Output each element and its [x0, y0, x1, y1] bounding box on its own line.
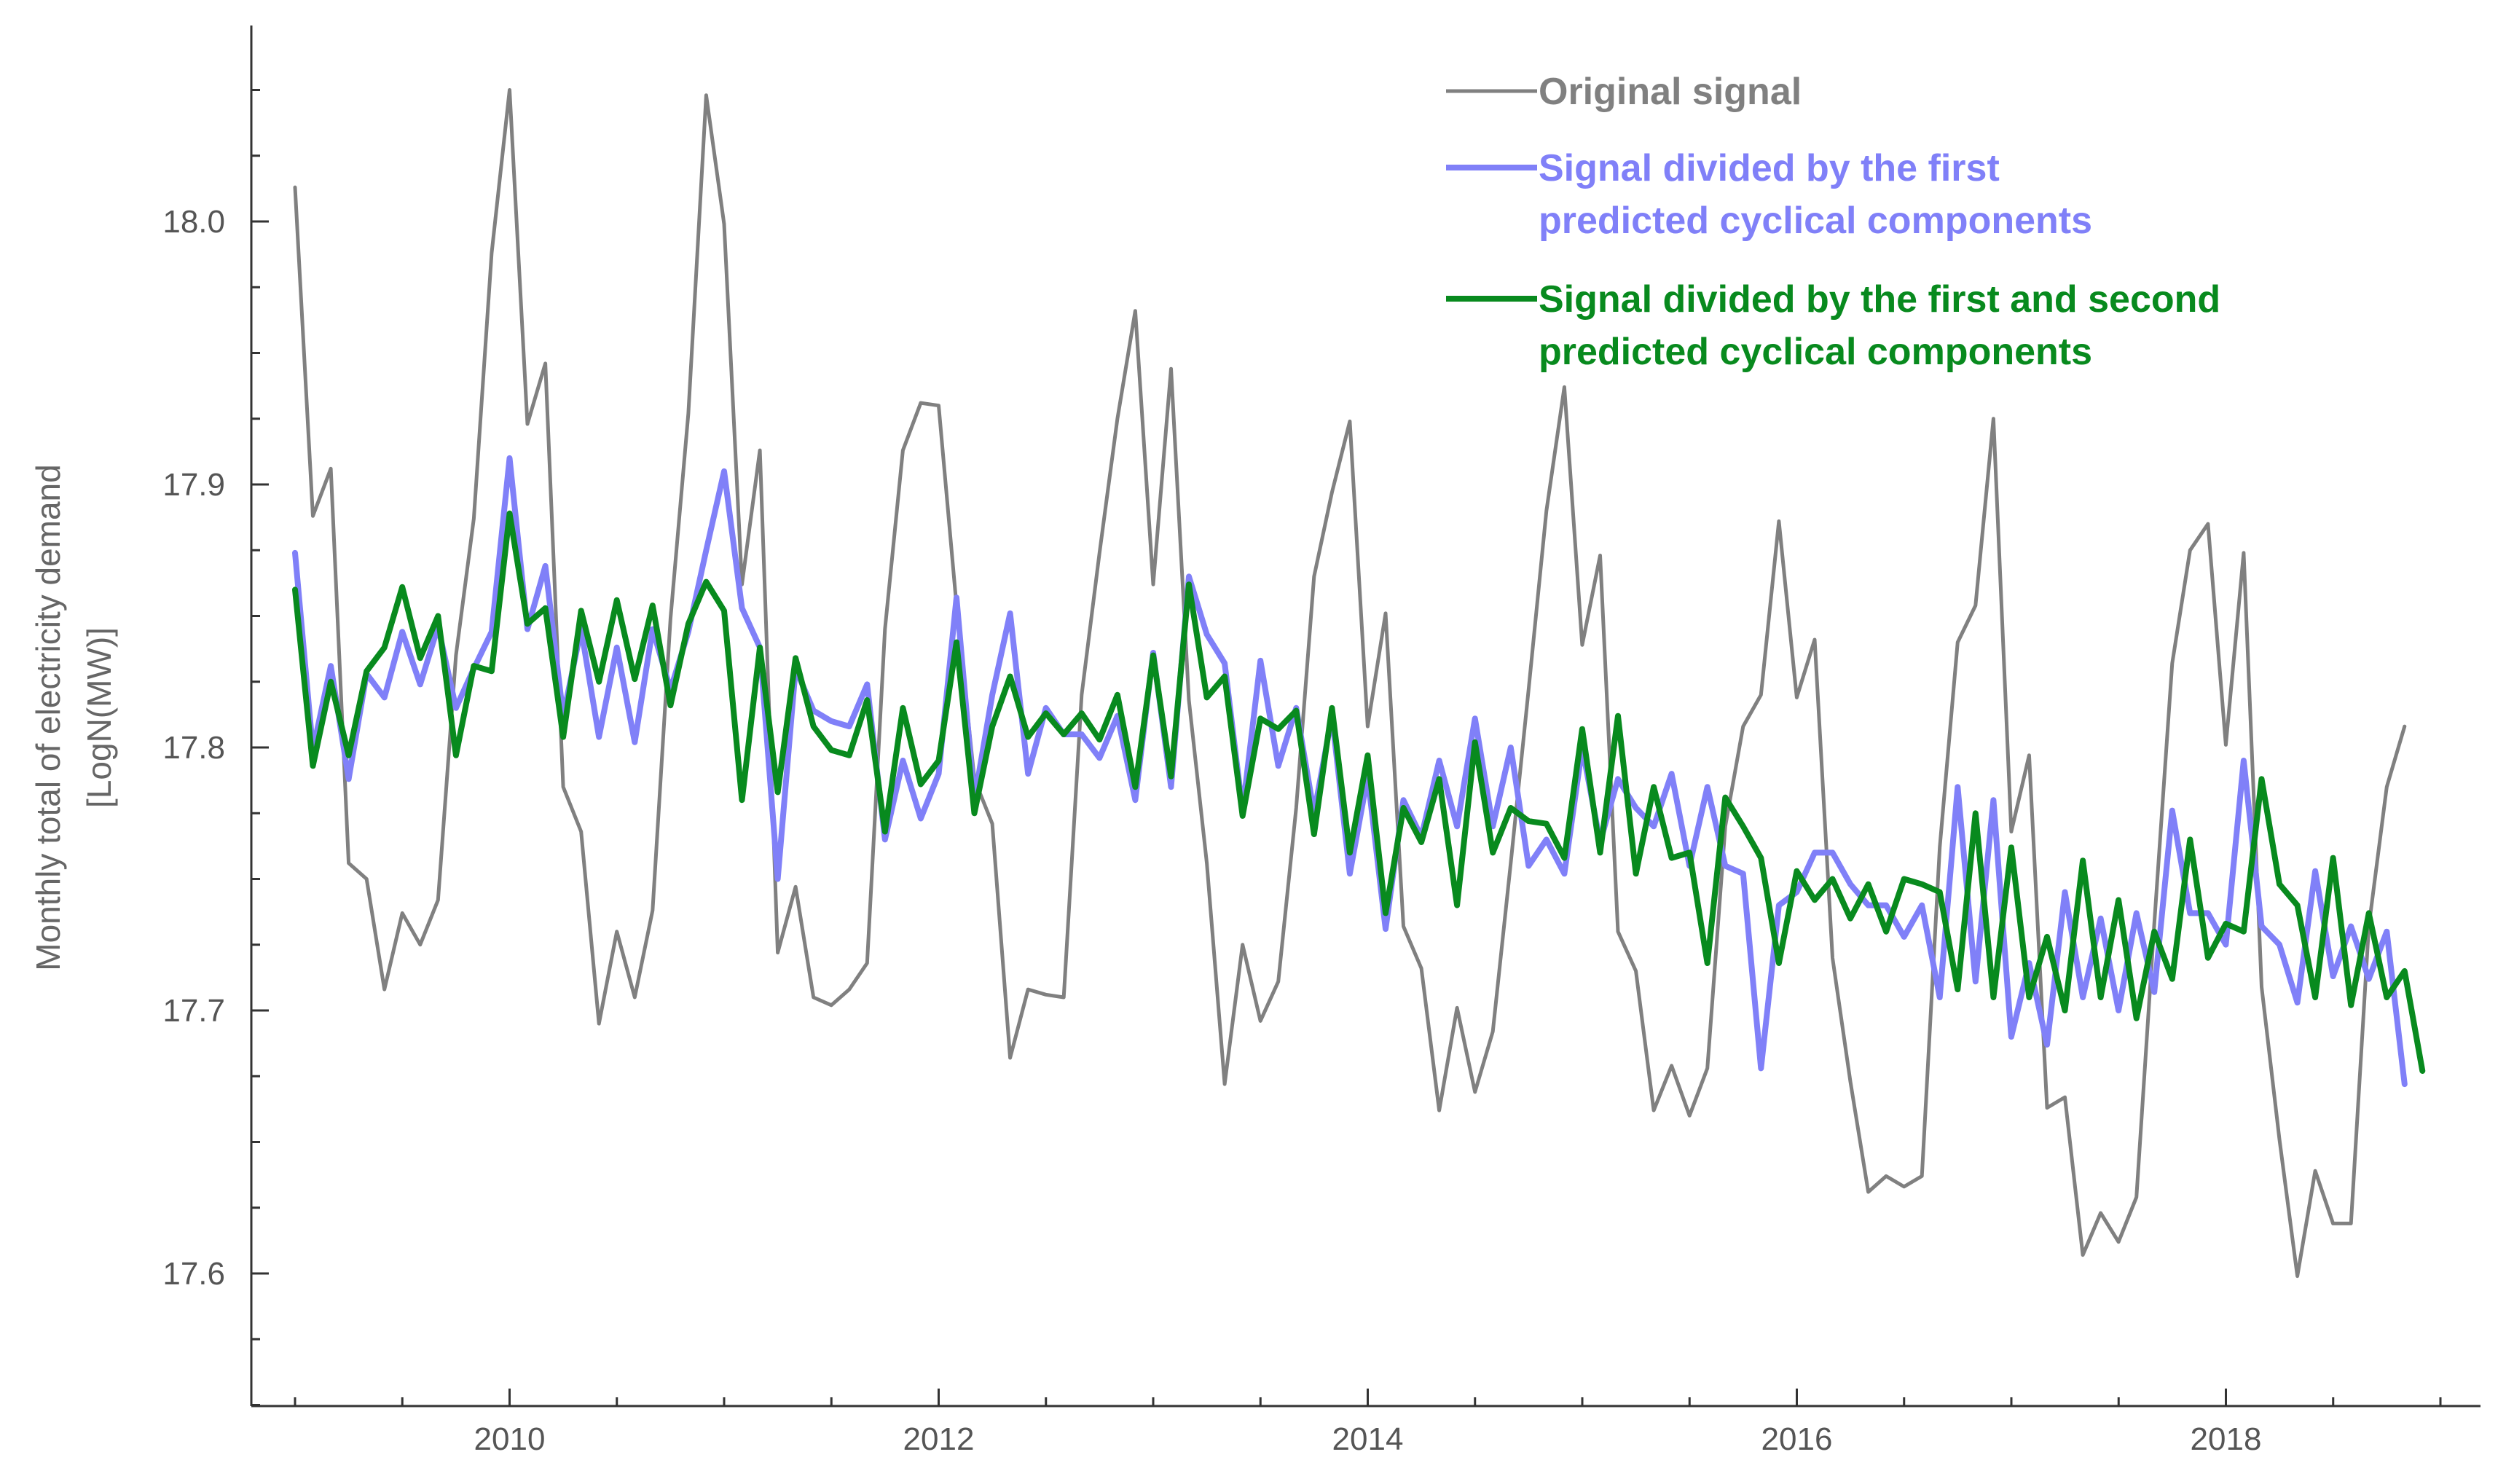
y-tick-label: 17.7 — [162, 993, 225, 1029]
tick-labels: 2010 2012 2014 2016 2018 17.6 17.7 17.8 17.9 18.0 — [162, 204, 2261, 1457]
series-original-signal — [293, 88, 2407, 1279]
legend-entry-second: Signal divided by the first and second p… — [1539, 278, 2231, 373]
y-tick-label: 17.8 — [162, 730, 225, 766]
legend-entry-first: Signal divided by the first predicted cy… — [1539, 147, 2092, 242]
y-axis-unit: [LogN(MW)] — [80, 627, 118, 808]
legend-entry-second-line1: Signal divided by the first and second — [1539, 278, 2220, 321]
series-first-components — [292, 455, 2408, 1088]
y-tick-label: 17.9 — [162, 467, 225, 503]
series-layer — [292, 88, 2426, 1279]
axes — [250, 25, 2481, 1408]
y-tick-label: 17.6 — [162, 1256, 225, 1292]
legend: Original signal Signal divided by the fi… — [1446, 71, 2231, 373]
legend-entry-first-line1: Signal divided by the first — [1539, 147, 2000, 189]
y-axis-label: Monthly total of electricity demand — [29, 464, 67, 970]
ticks — [251, 89, 2442, 1406]
x-tick-label: 2016 — [1761, 1421, 1833, 1457]
x-tick-label: 2010 — [474, 1421, 546, 1457]
legend-entry-first-line2: predicted cyclical components — [1539, 200, 2092, 242]
y-axis-title: Monthly total of electricity demand [Log… — [29, 464, 118, 970]
series-first-second-components — [292, 510, 2426, 1074]
legend-entry-second-line2: predicted cyclical components — [1539, 331, 2092, 373]
y-tick-label: 18.0 — [162, 204, 225, 240]
x-tick-label: 2014 — [1332, 1421, 1404, 1457]
x-tick-label: 2018 — [2191, 1421, 2262, 1457]
legend-entry-original: Original signal — [1539, 71, 1802, 113]
x-tick-label: 2012 — [903, 1421, 975, 1457]
